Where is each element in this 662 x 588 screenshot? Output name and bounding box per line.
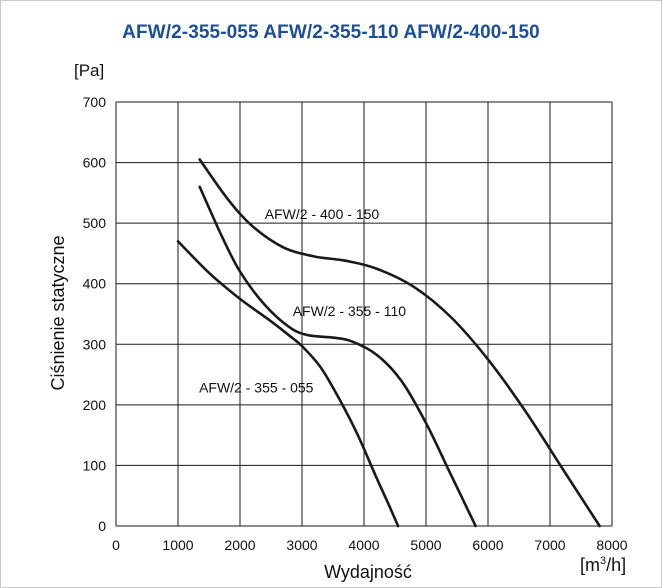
grid	[115, 101, 613, 527]
x-tick-label: 7000	[534, 537, 565, 553]
y-tick-label: 500	[83, 215, 107, 231]
curve-afw-2-400-150	[198, 158, 601, 528]
x-unit-prefix: [m	[580, 555, 600, 575]
x-unit-suffix: /h]	[606, 555, 626, 575]
curve-afw-2-355-110	[198, 185, 477, 528]
y-tick-label: 600	[83, 155, 107, 171]
x-tick-label: 3000	[286, 537, 317, 553]
y-tick-label: 700	[83, 94, 107, 110]
x-tick-label: 1000	[162, 537, 193, 553]
x-tick-label: 0	[112, 537, 120, 553]
y-tick-label: 300	[83, 336, 107, 352]
x-tick-label: 4000	[348, 537, 379, 553]
curve-labels: AFW/2 - 355 - 055 AFW/2 - 355 - 110 AFW/2 …	[199, 206, 406, 396]
x-tick-label: 6000	[472, 537, 503, 553]
y-unit-label: [Pa]	[74, 61, 105, 80]
x-tick-label: 2000	[224, 537, 255, 553]
x-unit-label: [m3/h]	[580, 555, 626, 575]
y-tick-label: 400	[83, 276, 107, 292]
tick-labels: 0 1000 2000 3000 4000 5000 6000 7000 8000 0 100 200…	[83, 94, 628, 553]
x-tick-label: 8000	[596, 537, 627, 553]
y-axis-title: Ciśnienie statyczne	[48, 235, 68, 390]
y-tick-label: 100	[83, 457, 107, 473]
y-tick-label: 200	[83, 397, 107, 413]
curve-label: AFW/2 - 400 - 150	[265, 206, 380, 222]
x-axis-title: Wydajność	[324, 562, 412, 582]
curve-label: AFW/2 - 355 - 055	[199, 380, 314, 396]
curves	[176, 158, 601, 528]
y-tick-label: 0	[98, 518, 106, 534]
curve-label: AFW/2 - 355 - 110	[293, 303, 407, 319]
x-unit-exponent: 3	[600, 555, 606, 567]
x-tick-label: 5000	[410, 537, 441, 553]
curve-afw-2-355-055	[176, 240, 400, 528]
chart-title: AFW/2-355-055 AFW/2-355-110 AFW/2-400-15…	[122, 22, 540, 43]
